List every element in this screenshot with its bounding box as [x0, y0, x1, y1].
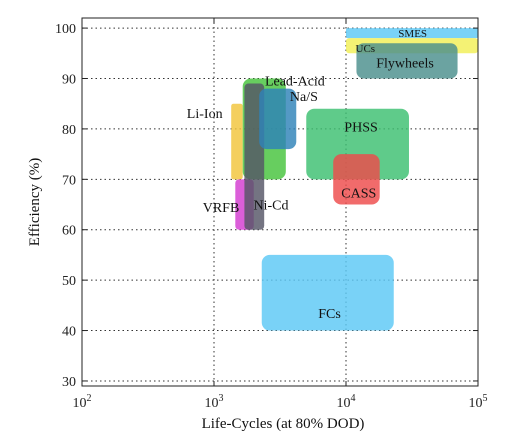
x-tick-label: 103 [205, 393, 224, 411]
x-axis-ticks: 102 103 104 105 [73, 18, 488, 411]
region-flywheels [356, 43, 458, 79]
x-tick-base: 10 [205, 396, 219, 411]
x-tick-base: 10 [337, 396, 351, 411]
x-tick-base: 10 [469, 396, 483, 411]
y-tick-label: 100 [55, 22, 76, 37]
region-label-fcs: FCs [318, 307, 341, 322]
y-tick-label: 30 [62, 375, 76, 390]
region-label-cass: CASS [341, 186, 376, 201]
region-li-ion [231, 103, 243, 180]
x-tick-exponent: 3 [219, 393, 224, 404]
x-tick-label: 105 [469, 393, 488, 411]
x-tick-exponent: 5 [483, 393, 488, 404]
x-tick-label: 104 [337, 393, 356, 411]
region-label-flywheels: Flywheels [376, 56, 434, 71]
y-axis-ticks: 30 40 50 60 70 80 90 100 [55, 22, 478, 390]
region-smes [346, 28, 478, 39]
region-label-phss: PHSS [344, 120, 377, 135]
y-axis-label: Efficiency (%) [27, 158, 43, 246]
regions [231, 28, 478, 331]
region-cass [333, 154, 380, 205]
y-tick-label: 50 [62, 274, 76, 289]
x-tick-exponent: 4 [351, 393, 356, 404]
x-tick-base: 10 [73, 396, 87, 411]
y-tick-label: 60 [62, 224, 76, 239]
region-label-na-s: Na/S [290, 90, 318, 105]
region-label-ucs: UCs [356, 43, 376, 55]
region-fcs [261, 254, 394, 331]
y-tick-label: 40 [62, 325, 76, 340]
x-tick-label: 102 [73, 393, 92, 411]
plot-frame [81, 17, 479, 387]
y-tick-label: 90 [62, 72, 76, 87]
region-label-smes: SMES [398, 28, 427, 40]
region-label-lead-acid: Lead-Acid [265, 75, 325, 90]
y-tick-label: 80 [62, 123, 76, 138]
region-phss [306, 108, 409, 180]
region-na-s [259, 88, 297, 150]
x-tick-exponent: 2 [87, 393, 92, 404]
region-label-li-ion: Li-Ion [187, 107, 223, 122]
y-tick-label: 70 [62, 173, 76, 188]
region-label-ni-cd: Ni-Cd [253, 199, 288, 214]
x-axis-label: Life-Cycles (at 80% DOD) [202, 416, 365, 432]
region-label-vrfb: VRFB [203, 201, 240, 216]
